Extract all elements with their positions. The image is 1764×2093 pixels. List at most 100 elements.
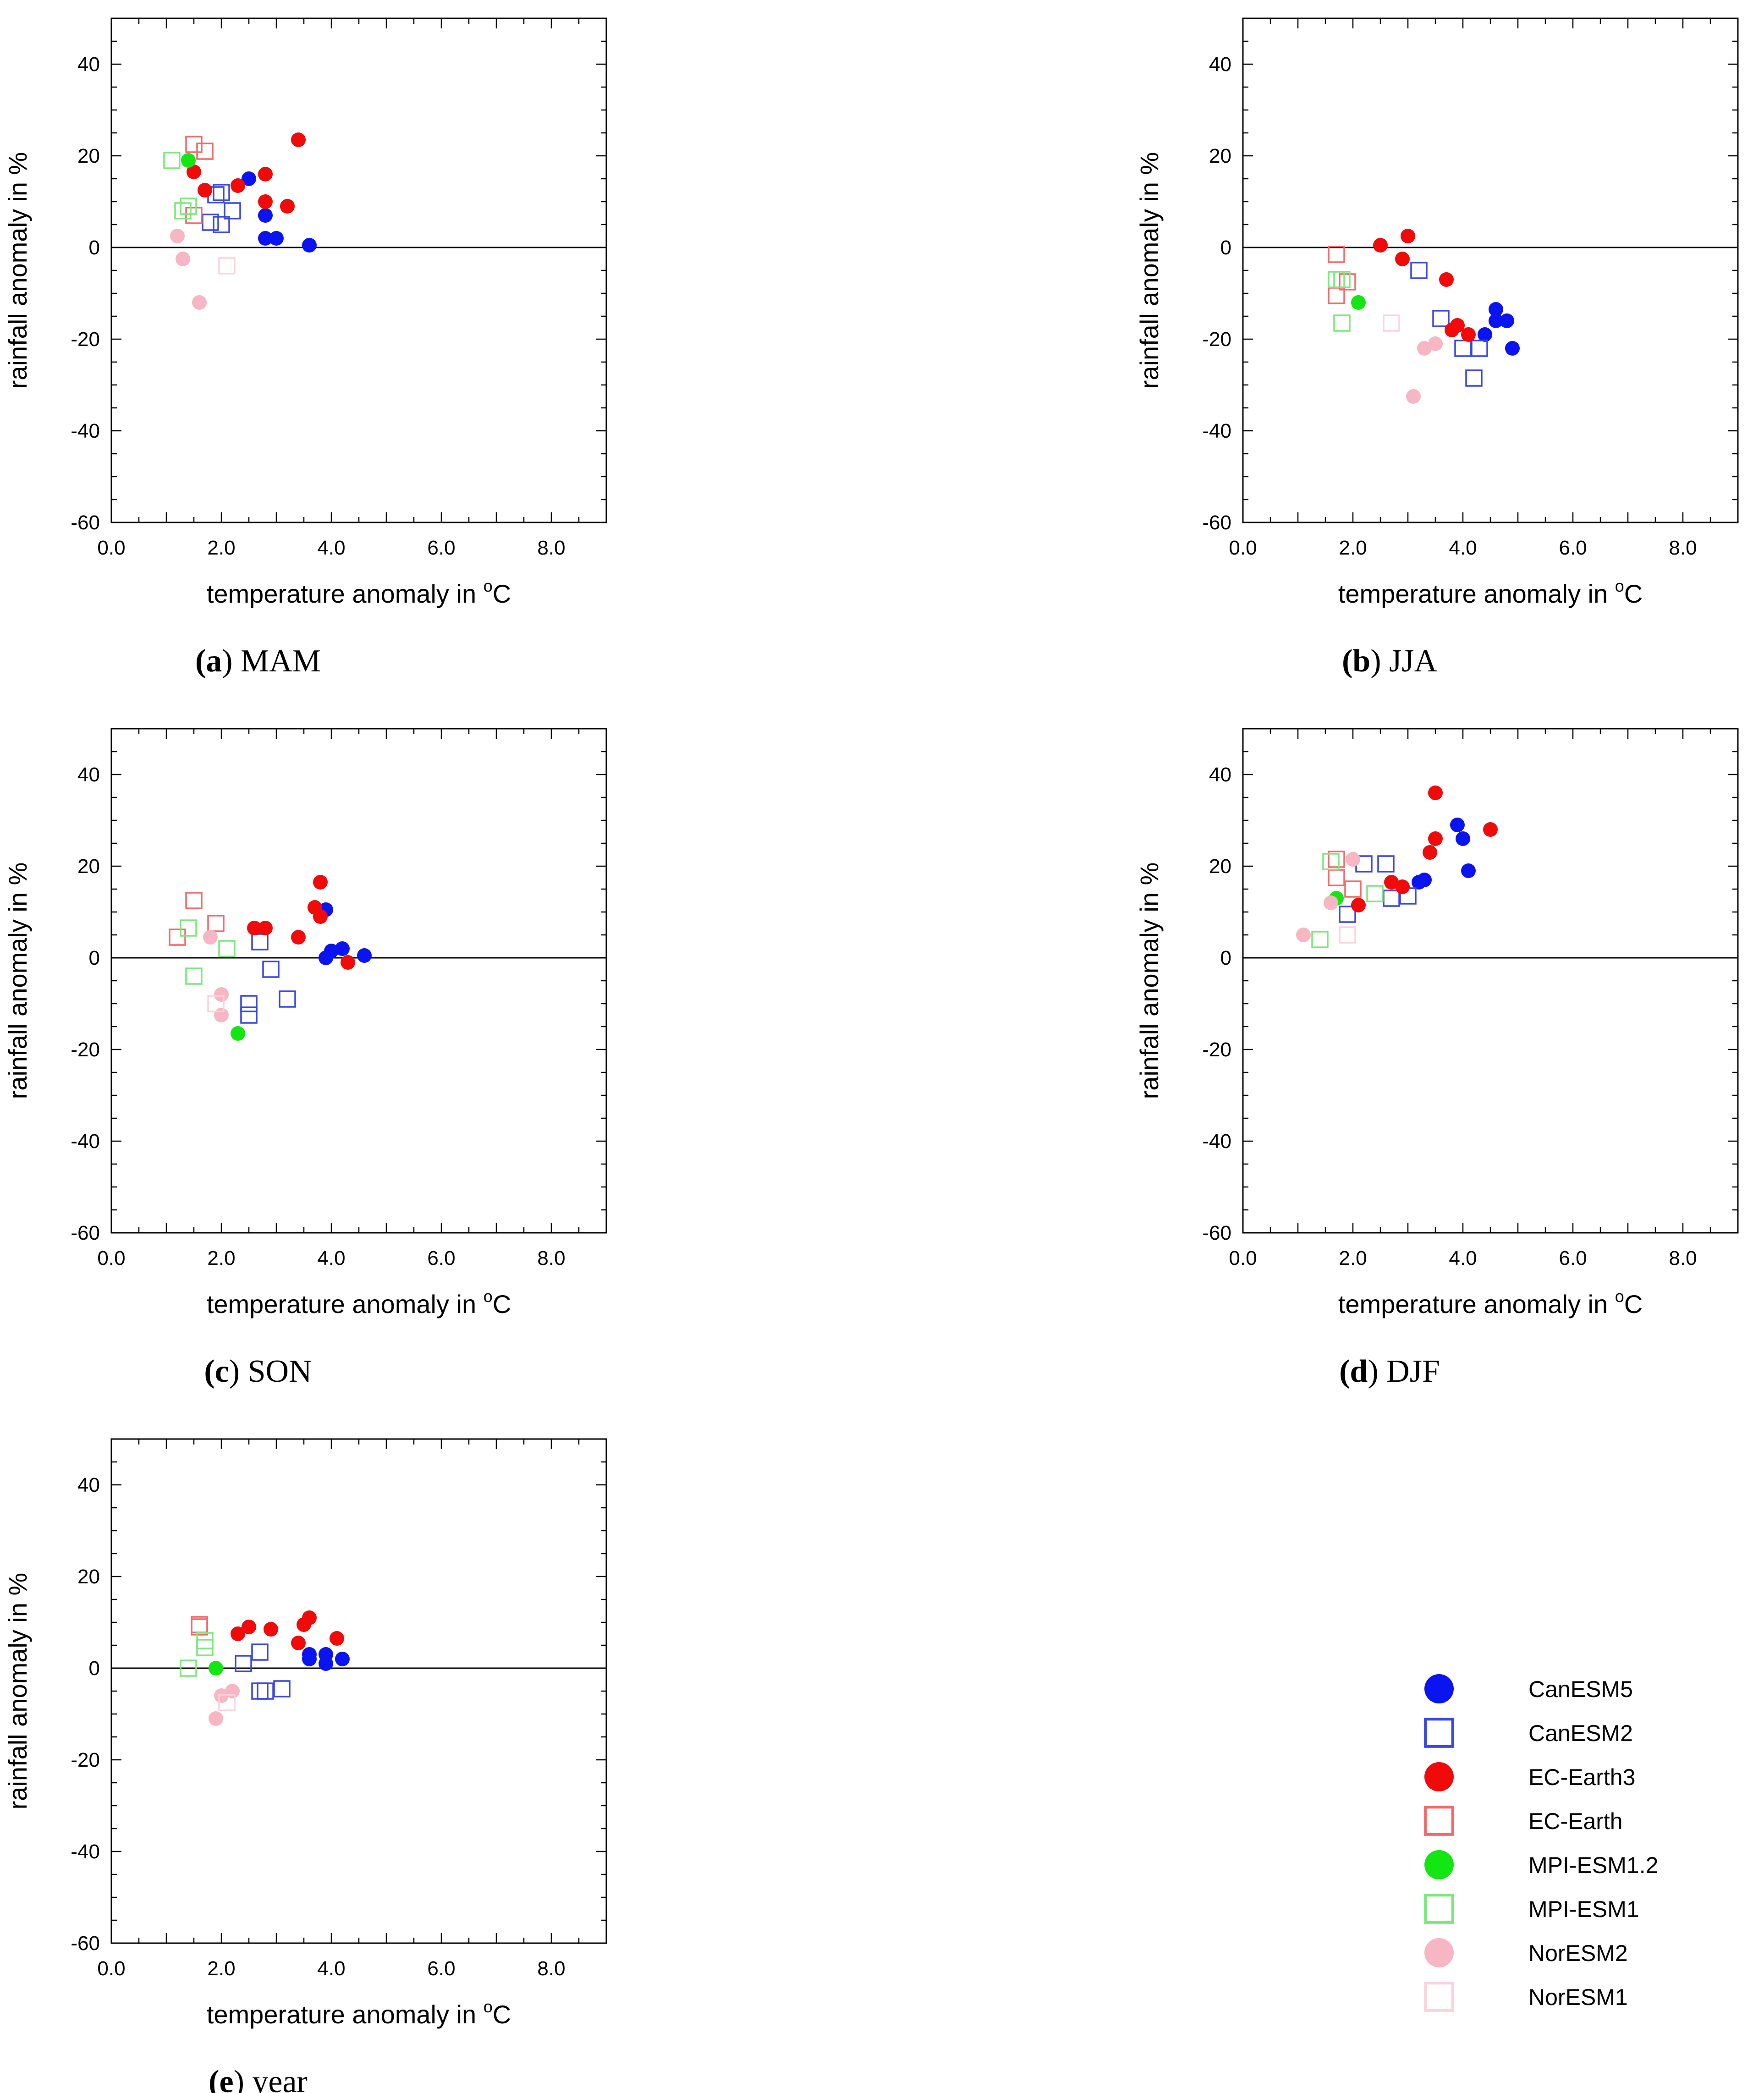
data-point-canesm5 — [1417, 873, 1432, 887]
y-tick-label: 20 — [77, 855, 100, 878]
y-tick-label: 0 — [1220, 947, 1231, 969]
data-point-ec-earth3 — [313, 875, 328, 890]
y-tick-label: -60 — [71, 1222, 100, 1244]
legend-label: NorESM2 — [1528, 1940, 1628, 1966]
y-axis-title: rainfall anomaly in % — [3, 1573, 32, 1810]
data-point-canesm2 — [262, 961, 280, 978]
y-tick-label: -40 — [71, 1130, 100, 1153]
x-tick-label: 2.0 — [1339, 1247, 1367, 1269]
data-point-ec-earth3 — [264, 1622, 278, 1637]
data-point-canesm2 — [1410, 262, 1428, 279]
data-point-mpi-esm1 — [180, 1659, 197, 1677]
data-point-noresm2 — [214, 1688, 229, 1703]
data-point-canesm2 — [279, 990, 296, 1008]
data-point-canesm5 — [258, 208, 273, 223]
panel-caption: (d) DJF — [1339, 1354, 1440, 1389]
x-tick-label: 8.0 — [537, 1957, 565, 1980]
data-point-canesm2 — [251, 933, 269, 950]
x-axis-title: temperature anomaly in oC — [1338, 577, 1643, 608]
x-tick-label: 0.0 — [1229, 1247, 1257, 1269]
data-point-noresm1 — [1339, 926, 1356, 944]
legend-marker-ec-earth3 — [1424, 1762, 1454, 1791]
data-point-noresm2 — [192, 295, 207, 310]
data-point-ec-earth3 — [1351, 898, 1366, 912]
data-point-canesm5 — [335, 941, 350, 956]
y-tick-label: 40 — [77, 53, 100, 76]
x-axis-title: temperature anomaly in oC — [207, 1287, 511, 1318]
y-axis-title: rainfall anomaly in % — [1135, 862, 1164, 1099]
y-tick-label: 20 — [77, 145, 100, 167]
data-point-canesm5 — [1505, 341, 1520, 356]
data-point-ec-earth3 — [247, 921, 262, 935]
data-point-canesm5 — [1456, 831, 1470, 846]
data-point-mpi-esm1 — [185, 967, 203, 985]
data-point-canesm5 — [335, 1652, 350, 1666]
data-point-ec-earth3 — [1450, 318, 1465, 333]
x-tick-label: 6.0 — [427, 1247, 455, 1269]
y-tick-label: -40 — [1202, 1130, 1231, 1153]
data-point-ec-earth3 — [280, 199, 295, 214]
data-point-canesm2 — [240, 1006, 258, 1024]
x-tick-label: 8.0 — [1669, 537, 1697, 559]
data-point-ec-earth3 — [1461, 327, 1476, 342]
legend-marker-mpi-esm1-2 — [1424, 1850, 1454, 1879]
data-point-ec-earth3 — [1423, 845, 1437, 860]
data-point-ec-earth — [1344, 880, 1362, 898]
data-point-ec-earth3 — [291, 132, 306, 147]
panel-a: 0.0 2.0 4.0 6.0 8.0 40 20 0 -20 -40 -60 temperature… — [3, 17, 607, 679]
y-axis-title: rainfall anomaly in % — [3, 152, 32, 389]
data-point-canesm2 — [1432, 310, 1450, 327]
legend-marker-mpi-esm1 — [1424, 1894, 1454, 1924]
data-point-canesm2 — [235, 1655, 252, 1672]
y-tick-label: 0 — [89, 236, 100, 259]
data-point-mpi-esm1 — [1322, 853, 1340, 870]
x-tick-label: 2.0 — [207, 537, 235, 559]
y-tick-label: 20 — [1209, 855, 1231, 878]
data-point-canesm2 — [1454, 340, 1472, 357]
data-point-ec-earth3 — [1439, 272, 1454, 287]
legend-label: CanESM2 — [1528, 1720, 1633, 1746]
x-tick-label: 6.0 — [1559, 537, 1587, 559]
data-point-canesm5 — [258, 231, 273, 246]
legend-marker-canesm2 — [1424, 1718, 1454, 1748]
data-point-canesm5 — [1478, 327, 1492, 342]
y-tick-label: -60 — [1202, 1222, 1231, 1244]
y-tick-label: 40 — [77, 1474, 100, 1496]
data-point-ec-earth3 — [302, 1610, 317, 1625]
y-tick-label: -40 — [71, 420, 100, 442]
data-point-noresm2 — [170, 229, 185, 243]
x-tick-label: 8.0 — [537, 537, 565, 559]
data-point-canesm5 — [357, 948, 372, 963]
data-point-canesm5 — [269, 231, 284, 246]
x-tick-label: 4.0 — [317, 1957, 345, 1980]
panel-e: 0.0 2.0 4.0 6.0 8.0 40 20 0 -20 -40 -60 temperature… — [3, 1438, 607, 2093]
data-point-ec-earth3 — [313, 909, 328, 924]
x-tick-label: 0.0 — [97, 1247, 125, 1269]
data-point-ec-earth3 — [258, 167, 273, 181]
data-point-ec-earth — [169, 928, 186, 946]
x-tick-label: 2.0 — [207, 1247, 235, 1269]
x-axis-title: temperature anomaly in oC — [1338, 1287, 1643, 1318]
data-point-mpi-esm1 — [174, 202, 192, 220]
legend-marker-noresm1 — [1424, 1982, 1454, 2012]
legend-label: MPI-ESM1 — [1528, 1896, 1639, 1922]
x-tick-label: 0.0 — [97, 1957, 125, 1980]
x-tick-label: 8.0 — [537, 1247, 565, 1269]
data-point-noresm2 — [209, 1711, 223, 1726]
data-point-ec-earth3 — [1428, 786, 1443, 800]
legend-marker-canesm5 — [1424, 1674, 1454, 1703]
y-tick-label: -20 — [71, 1749, 100, 1771]
legend-label: NorESM1 — [1528, 1984, 1628, 2010]
data-point-noresm2 — [1428, 336, 1443, 351]
y-tick-label: -20 — [1202, 328, 1231, 351]
data-point-ec-earth3 — [291, 930, 306, 945]
data-point-ec-earth3 — [1395, 879, 1410, 894]
y-tick-label: -60 — [71, 511, 100, 534]
data-point-ec-earth — [196, 143, 214, 160]
data-point-noresm1 — [218, 1694, 236, 1711]
data-point-ec-earth — [1328, 851, 1345, 868]
y-tick-label: 40 — [77, 764, 100, 786]
panel-caption: (a) MAM — [195, 643, 321, 679]
y-axis-title: rainfall anomaly in % — [3, 862, 32, 1099]
y-tick-label: -40 — [1202, 420, 1231, 442]
